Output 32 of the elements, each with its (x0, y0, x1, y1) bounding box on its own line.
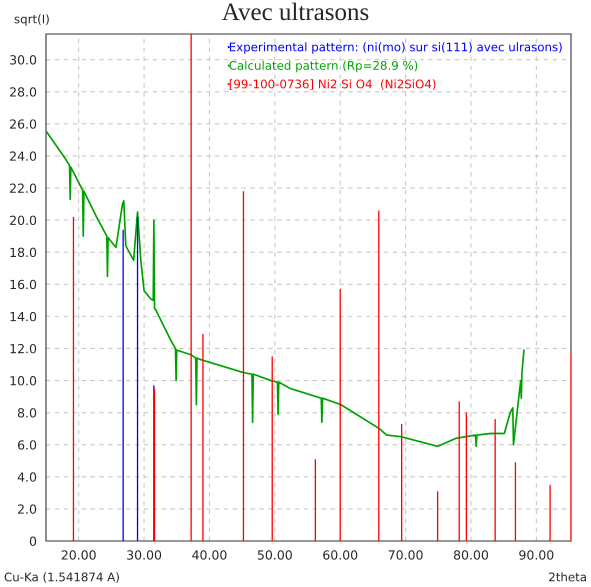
y-tick-label: 10.0 (10, 376, 36, 386)
y-tick-label: 2.0 (18, 504, 36, 514)
x-tick-label: 80.00 (454, 550, 488, 560)
y-tick-label: 6.0 (18, 440, 36, 450)
x-axis-title: 2theta (549, 572, 586, 582)
y-tick-label: 0 (30, 536, 36, 546)
x-tick-label: 60.00 (323, 550, 358, 560)
legend-label: [99-100-0736] Ni2 Si O4 (Ni2SiO4) (230, 79, 436, 90)
x-tick-label: 30.00 (127, 550, 162, 560)
y-tick-label: 4.0 (18, 472, 36, 482)
y-tick-label: 22.0 (10, 183, 36, 193)
line-series (46, 131, 525, 448)
x-tick-label: 70.00 (388, 550, 423, 560)
x-tick-label: 40.00 (192, 550, 227, 560)
y-tick-label: 24.0 (10, 151, 36, 161)
legend-label: Calculated pattern (Rp=28.9 %) (229, 60, 418, 72)
y-tick-label: 18.0 (10, 248, 36, 258)
y-tick-label: 14.0 (10, 312, 36, 322)
chart-title: Avec ultrasons (222, 2, 368, 20)
y-tick-label: 16.0 (10, 280, 36, 290)
text: Cu-Ka (1.541874 A) (4, 572, 119, 583)
y-tick-label: 28.0 (10, 87, 36, 97)
y-tick-label: 30.0 (10, 55, 36, 65)
y-axis-title: sqrt(I) (14, 14, 49, 26)
y-tick-label: 26.0 (10, 119, 36, 129)
x-tick-label: 20.00 (62, 550, 96, 560)
y-tick-label: 8.0 (18, 408, 36, 418)
x-tick-label: 90.00 (519, 550, 554, 560)
x-tick-label: 50.00 (258, 550, 292, 560)
legend-label: Experimental pattern: (ni(mo) sur si(111) avec ulrasons) (230, 42, 562, 54)
y-tick-label: 12.0 (10, 344, 36, 354)
y-tick-label: 20.0 (10, 216, 36, 226)
